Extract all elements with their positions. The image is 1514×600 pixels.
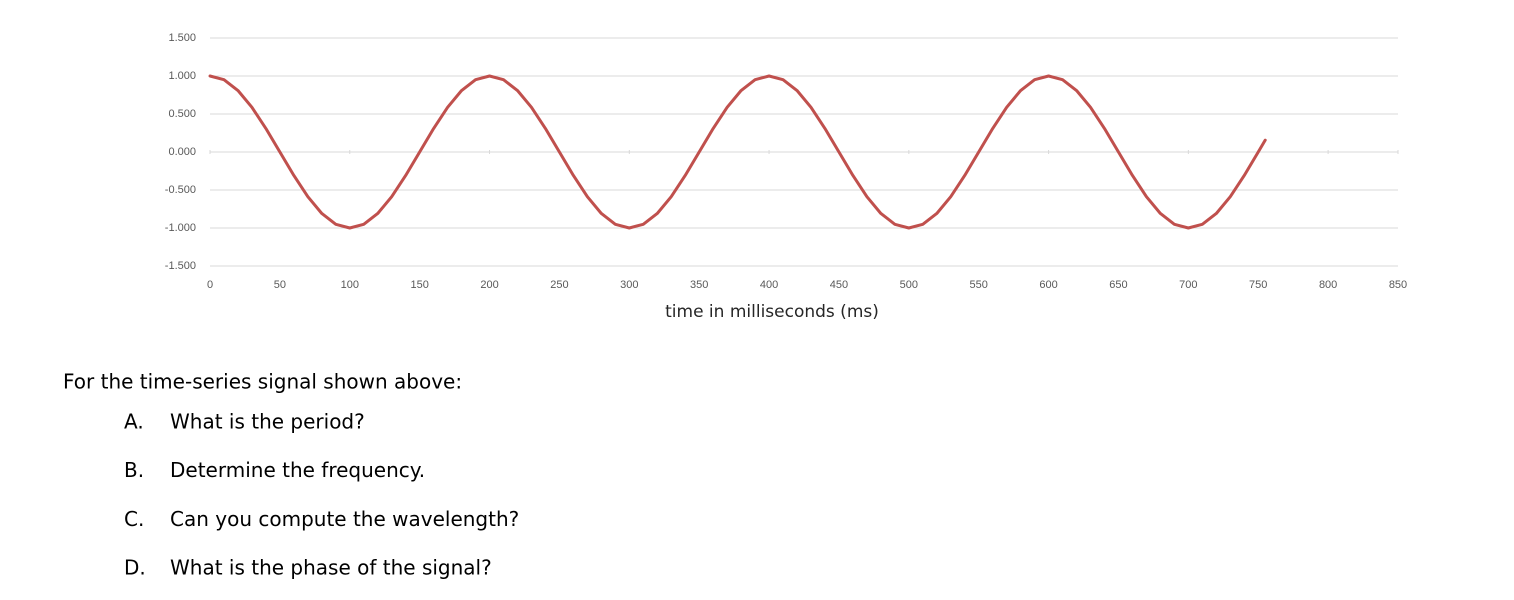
x-tick-label: 200 [480,279,498,291]
x-tick-label: 150 [410,279,428,291]
x-tick-label: 100 [341,279,359,291]
y-tick-label: 0.500 [168,108,196,120]
question-letter: D. [124,556,146,580]
x-tick-label: 600 [1039,279,1057,291]
x-tick-label: 400 [760,279,778,291]
x-tick-label: 350 [690,279,708,291]
signal-line [208,74,1267,230]
x-tick-label: 650 [1109,279,1127,291]
x-tick-label: 850 [1389,279,1407,291]
y-tick-label: -0.500 [165,184,196,196]
x-tick-label: 550 [970,279,988,291]
y-tick-label: 1.000 [168,70,196,82]
question-letter: C. [124,507,144,531]
y-tick-label: -1.500 [165,260,196,272]
question-text: What is the period? [170,410,365,434]
question-text: What is the phase of the signal? [170,556,492,580]
y-tick-label: 0.000 [168,146,196,158]
x-tick-label: 50 [274,279,286,291]
x-tick-label: 300 [620,279,638,291]
question-letter: B. [124,458,144,482]
x-tick-label: 700 [1179,279,1197,291]
x-tick-label: 750 [1249,279,1267,291]
x-tick-label: 800 [1319,279,1337,291]
question-letter: A. [124,410,144,434]
y-tick-label: -1.000 [165,222,196,234]
x-tick-label: 500 [900,279,918,291]
x-tick-label: 0 [207,279,213,291]
x-axis-title: time in milliseconds (ms) [665,302,879,322]
question-text: Can you compute the wavelength? [170,507,519,531]
prompt: For the time-series signal shown above: [63,370,462,394]
x-tick-label: 250 [550,279,568,291]
x-tick-label: 450 [830,279,848,291]
y-tick-label: 1.500 [168,32,196,44]
question-text: Determine the frequency. [170,458,425,482]
